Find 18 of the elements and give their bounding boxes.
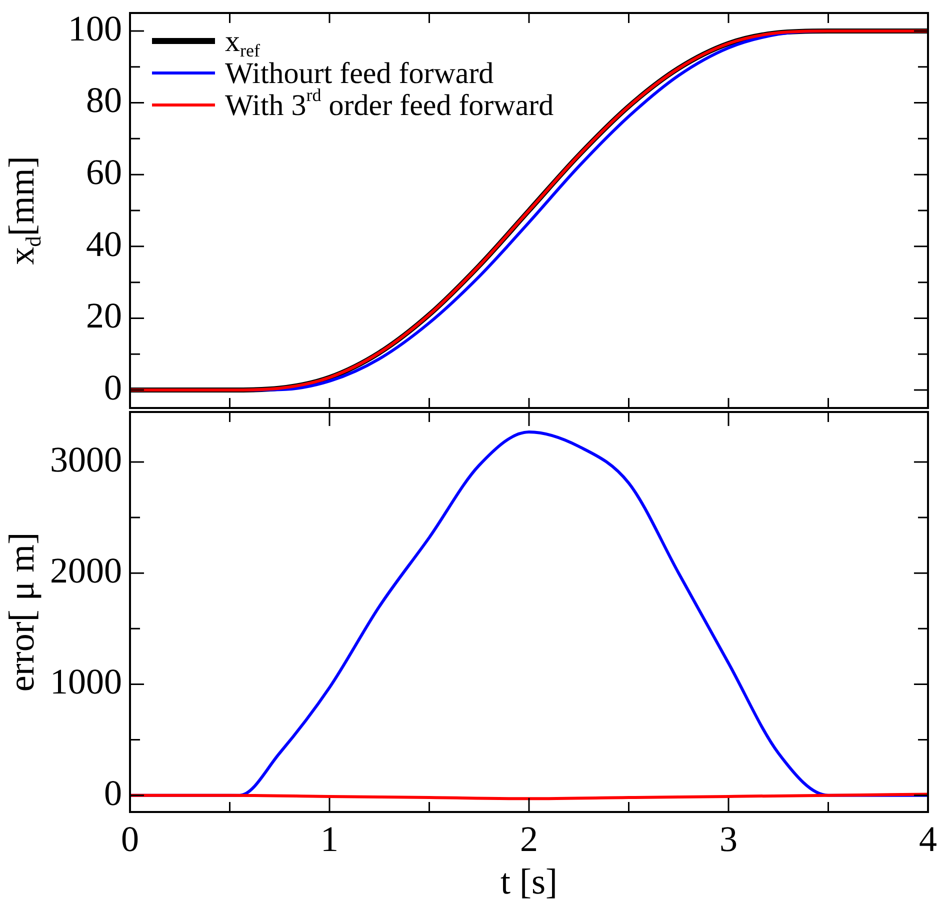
x-tick-label: 3: [720, 819, 738, 860]
x-tick-label: 4: [919, 819, 937, 860]
y-tick-label: 0: [104, 772, 122, 813]
legend-label: Withourt feed forward: [225, 56, 494, 90]
y-tick-label: 80: [86, 80, 122, 120]
x-tick-label: 2: [520, 819, 538, 860]
x-axis-title: t [s]: [500, 861, 558, 902]
y-tick-label: 0: [104, 368, 122, 408]
y-tick-label: 40: [86, 224, 122, 264]
y-tick-label: 60: [86, 152, 122, 192]
y-tick-label: 20: [86, 296, 122, 336]
y-tick-label: 3000: [50, 439, 122, 480]
y-tick-label: 2000: [50, 550, 122, 591]
y-axis-title: xd[mm]: [1, 156, 46, 265]
x-tick-label: 1: [320, 819, 338, 860]
y-tick-label: 100: [68, 8, 122, 48]
y-axis-title: error[ μ m]: [1, 532, 42, 692]
y-tick-label: 1000: [50, 662, 122, 702]
